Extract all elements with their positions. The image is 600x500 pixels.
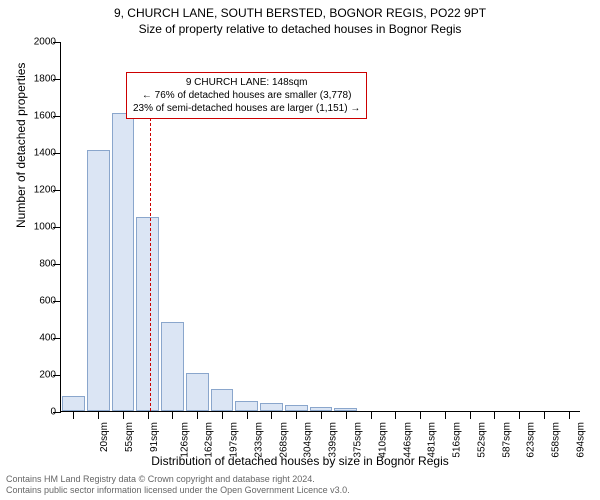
x-tick xyxy=(494,411,495,419)
y-tick-label: 400 xyxy=(39,333,56,344)
x-tick xyxy=(296,411,297,419)
y-tick-label: 0 xyxy=(50,407,56,418)
x-tick-label: 162sqm xyxy=(204,422,215,458)
x-tick-label: 623sqm xyxy=(526,422,537,458)
x-tick-label: 126sqm xyxy=(179,422,190,458)
x-tick xyxy=(197,411,198,419)
x-tick-label: 91sqm xyxy=(149,422,160,452)
bar xyxy=(211,389,234,411)
y-tick-label: 1600 xyxy=(34,111,56,122)
y-tick-label: 1200 xyxy=(34,185,56,196)
bar xyxy=(260,403,283,411)
x-tick xyxy=(470,411,471,419)
x-tick xyxy=(569,411,570,419)
x-tick-label: 481sqm xyxy=(427,422,438,458)
y-axis-label: Number of detached properties xyxy=(14,63,28,228)
y-tick-label: 2000 xyxy=(34,37,56,48)
page-title-2: Size of property relative to detached ho… xyxy=(0,20,600,36)
x-tick-label: 410sqm xyxy=(377,422,388,458)
x-tick xyxy=(544,411,545,419)
bar xyxy=(186,373,209,411)
x-tick-label: 197sqm xyxy=(229,422,240,458)
bar xyxy=(112,113,135,411)
x-tick xyxy=(148,411,149,419)
annotation-line-2: ← 76% of detached houses are smaller (3,… xyxy=(133,89,360,102)
footer-line-1: Contains HM Land Registry data © Crown c… xyxy=(6,474,350,485)
x-tick xyxy=(98,411,99,419)
footer-line-2: Contains public sector information licen… xyxy=(6,485,350,496)
bar xyxy=(235,401,258,411)
x-tick xyxy=(395,411,396,419)
x-tick-label: 233sqm xyxy=(254,422,265,458)
x-tick xyxy=(172,411,173,419)
x-tick-label: 516sqm xyxy=(452,422,463,458)
x-tick xyxy=(222,411,223,419)
x-tick-label: 20sqm xyxy=(99,422,110,452)
x-tick xyxy=(519,411,520,419)
annotation-line-1: 9 CHURCH LANE: 148sqm xyxy=(133,76,360,89)
footer-attribution: Contains HM Land Registry data © Crown c… xyxy=(6,474,350,496)
bar xyxy=(136,217,159,411)
bar xyxy=(161,322,184,411)
x-tick xyxy=(420,411,421,419)
annotation-line-3: 23% of semi-detached houses are larger (… xyxy=(133,102,360,115)
y-tick-label: 1400 xyxy=(34,148,56,159)
x-tick xyxy=(346,411,347,419)
y-tick-label: 1000 xyxy=(34,222,56,233)
reference-line xyxy=(150,78,151,411)
plot-area: 9 CHURCH LANE: 148sqm← 76% of detached h… xyxy=(60,42,580,412)
y-tick-label: 600 xyxy=(39,296,56,307)
x-tick xyxy=(371,411,372,419)
bar xyxy=(87,150,110,411)
x-tick-label: 268sqm xyxy=(278,422,289,458)
x-tick-label: 446sqm xyxy=(402,422,413,458)
x-tick xyxy=(271,411,272,419)
x-tick-label: 55sqm xyxy=(124,422,135,452)
x-tick xyxy=(73,411,74,419)
x-tick-label: 339sqm xyxy=(328,422,339,458)
y-tick-label: 800 xyxy=(39,259,56,270)
x-tick-label: 552sqm xyxy=(476,422,487,458)
bar xyxy=(62,396,85,411)
x-tick xyxy=(247,411,248,419)
x-tick xyxy=(321,411,322,419)
annotation-box: 9 CHURCH LANE: 148sqm← 76% of detached h… xyxy=(126,72,367,119)
x-tick-label: 694sqm xyxy=(575,422,586,458)
x-tick-label: 304sqm xyxy=(303,422,314,458)
x-tick xyxy=(123,411,124,419)
x-tick-label: 375sqm xyxy=(353,422,364,458)
y-tick-label: 200 xyxy=(39,370,56,381)
chart: 9 CHURCH LANE: 148sqm← 76% of detached h… xyxy=(60,42,580,412)
x-tick-label: 587sqm xyxy=(501,422,512,458)
y-tick-label: 1800 xyxy=(34,74,56,85)
x-tick-label: 658sqm xyxy=(551,422,562,458)
page-title-1: 9, CHURCH LANE, SOUTH BERSTED, BOGNOR RE… xyxy=(0,0,600,20)
x-tick xyxy=(445,411,446,419)
